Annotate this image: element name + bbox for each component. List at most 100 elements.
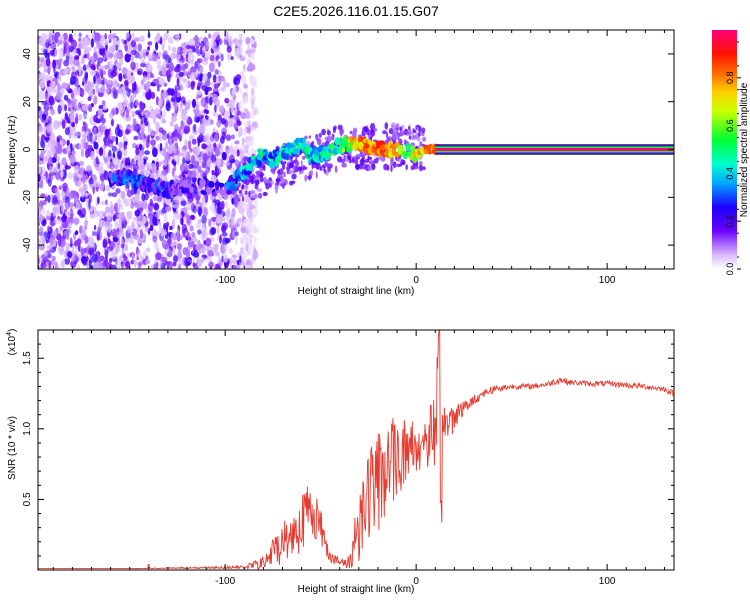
noise-speckle — [221, 225, 227, 233]
noise-speckle — [153, 231, 159, 237]
noise-speckle — [136, 68, 143, 76]
y-tick-label: 0 — [22, 146, 33, 152]
noise-speckle — [84, 113, 88, 118]
noise-speckle — [112, 214, 116, 222]
noise-speckle — [142, 215, 147, 225]
noise-speckle — [224, 237, 231, 244]
noise-speckle — [197, 111, 202, 118]
noise-speckle — [246, 250, 251, 256]
noise-speckle — [141, 129, 144, 140]
noise-speckle — [85, 192, 89, 197]
noise-speckle — [90, 150, 95, 161]
noise-speckle — [130, 201, 135, 209]
noise-speckle — [134, 51, 140, 59]
noise-speckle — [163, 212, 168, 223]
halo-speckle — [396, 163, 401, 168]
noise-speckle — [126, 87, 131, 98]
noise-speckle — [116, 123, 120, 132]
halo-speckle — [315, 171, 318, 179]
noise-speckle — [56, 120, 62, 129]
noise-speckle — [128, 75, 135, 84]
noise-speckle — [170, 242, 175, 248]
noise-speckle — [165, 63, 170, 69]
halo-speckle — [284, 160, 287, 164]
noise-speckle — [206, 86, 212, 92]
spectrogram-ticks: -100 0 100 -40 -20 0 20 40 — [22, 30, 674, 286]
noise-speckle — [126, 210, 133, 220]
noise-speckle — [197, 165, 202, 173]
noise-speckle — [191, 98, 197, 109]
noise-speckle — [43, 250, 48, 257]
noise-speckle — [96, 233, 100, 241]
noise-speckle — [98, 262, 105, 269]
halo-speckle — [323, 168, 327, 174]
x-tick-label: 100 — [599, 576, 616, 587]
noise-speckle — [142, 91, 146, 97]
noise-speckle — [139, 229, 144, 239]
noise-speckle — [78, 65, 82, 73]
halo-speckle — [349, 130, 353, 135]
noise-speckle — [38, 125, 44, 133]
halo-speckle — [239, 193, 244, 197]
halo-speckle — [250, 190, 254, 195]
noise-speckle — [38, 90, 45, 100]
noise-speckle — [184, 79, 189, 89]
halo-speckle — [244, 190, 248, 195]
noise-speckle — [111, 156, 115, 162]
noise-speckle — [242, 214, 245, 220]
noise-speckle — [93, 127, 97, 136]
noise-speckle — [117, 260, 122, 269]
noise-speckle — [78, 166, 85, 175]
noise-speckle — [69, 113, 75, 123]
snr-series-line — [38, 330, 674, 570]
halo-speckle — [367, 155, 370, 162]
noise-speckle — [40, 263, 47, 268]
noise-speckle — [38, 135, 41, 144]
noise-speckle — [163, 224, 166, 231]
noise-speckle — [104, 249, 109, 259]
noise-speckle — [230, 158, 236, 164]
noise-speckle — [121, 211, 125, 218]
noise-speckle — [72, 49, 76, 58]
noise-speckle — [132, 216, 137, 222]
noise-speckle — [168, 62, 175, 72]
noise-speckle — [151, 264, 154, 269]
noise-speckle — [202, 46, 207, 54]
noise-speckle — [78, 114, 82, 121]
signal-blob — [116, 170, 120, 176]
noise-speckle — [157, 64, 162, 72]
noise-speckle — [165, 261, 171, 266]
signal-blob — [208, 181, 215, 188]
signal-blob — [206, 186, 213, 194]
noise-speckle — [156, 86, 160, 92]
signal-blob — [256, 158, 262, 167]
halo-speckle — [395, 130, 400, 139]
noise-speckle — [176, 77, 180, 86]
noise-speckle — [221, 255, 224, 263]
noise-speckle — [98, 147, 104, 157]
noise-speckle — [135, 147, 140, 156]
halo-speckle — [249, 175, 254, 184]
noise-speckle — [102, 238, 108, 248]
noise-speckle — [189, 214, 196, 220]
noise-speckle — [82, 104, 86, 111]
noise-speckle — [171, 52, 176, 59]
noise-speckle — [161, 169, 168, 176]
halo-speckle — [259, 174, 263, 178]
noise-speckle — [230, 104, 234, 114]
noise-speckle — [146, 73, 151, 81]
noise-speckle — [147, 64, 153, 73]
noise-speckle — [212, 43, 218, 53]
noise-speckle — [157, 98, 163, 107]
noise-speckle — [44, 196, 48, 202]
noise-speckle — [56, 234, 62, 241]
noise-speckle — [88, 177, 94, 185]
noise-speckle — [39, 80, 46, 89]
noise-speckle — [155, 113, 162, 119]
noise-speckle — [158, 221, 162, 231]
noise-speckle — [203, 109, 208, 114]
noise-speckle — [39, 109, 43, 117]
x-tick-label: -100 — [215, 275, 235, 286]
signal-blob — [326, 153, 331, 160]
noise-speckle — [45, 90, 48, 100]
